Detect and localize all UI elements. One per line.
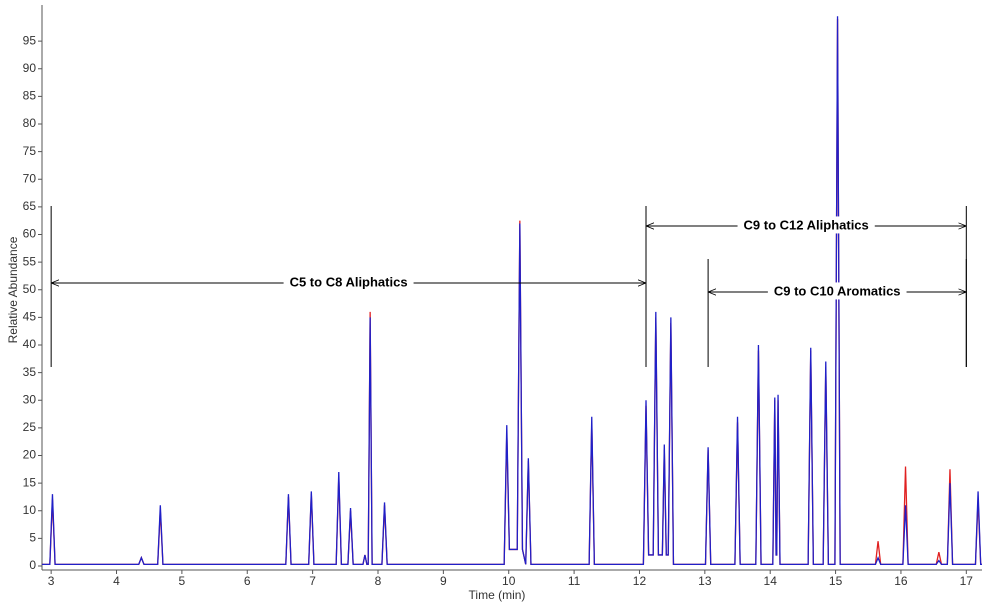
- x-axis-label: Time (min): [469, 588, 526, 602]
- trace: [42, 16, 982, 565]
- x-tick-label: 13: [698, 574, 712, 588]
- x-tick-label: 7: [309, 574, 316, 588]
- y-tick-label: 35: [23, 365, 37, 379]
- y-tick-label: 5: [29, 531, 36, 545]
- x-tick-label: 6: [244, 574, 251, 588]
- y-tick-label: 0: [29, 558, 36, 572]
- y-tick-label: 40: [23, 337, 37, 351]
- x-tick-label: 11: [568, 574, 581, 588]
- x-tick-label: 15: [829, 574, 843, 588]
- label-background: [767, 282, 907, 300]
- y-tick-label: 10: [23, 503, 37, 517]
- y-tick-label: 85: [23, 89, 37, 103]
- y-tick-label: 50: [23, 282, 37, 296]
- y-tick-label: 80: [23, 116, 37, 130]
- range-label: C9 to C12 Aliphatics: [744, 217, 869, 232]
- y-tick-label: 60: [23, 227, 37, 241]
- x-tick-label: 12: [633, 574, 647, 588]
- x-tick-label: 10: [502, 574, 516, 588]
- label-background: [737, 216, 875, 234]
- y-tick-label: 30: [23, 392, 37, 406]
- x-tick-label: 16: [894, 574, 908, 588]
- y-tick-label: 95: [23, 33, 37, 47]
- y-axis-label: Relative Abundance: [6, 236, 20, 343]
- range-label: C5 to C8 Aliphatics: [290, 274, 408, 289]
- label-background: [283, 273, 414, 291]
- x-tick-label: 8: [375, 574, 382, 588]
- x-tick-label: 17: [960, 574, 974, 588]
- x-tick-label: 14: [764, 574, 778, 588]
- y-tick-label: 75: [23, 144, 37, 158]
- x-tick-label: 4: [113, 574, 120, 588]
- x-tick-label: 3: [48, 574, 55, 588]
- y-tick-label: 65: [23, 199, 37, 213]
- y-tick-label: 45: [23, 310, 37, 324]
- y-tick-label: 15: [23, 475, 37, 489]
- y-tick-label: 25: [23, 420, 37, 434]
- y-tick-label: 55: [23, 254, 37, 268]
- y-tick-label: 90: [23, 61, 37, 75]
- y-tick-label: 20: [23, 448, 37, 462]
- y-tick-label: 70: [23, 171, 37, 185]
- x-tick-label: 9: [440, 574, 447, 588]
- x-tick-label: 5: [179, 574, 186, 588]
- range-label: C9 to C10 Aromatics: [774, 283, 901, 298]
